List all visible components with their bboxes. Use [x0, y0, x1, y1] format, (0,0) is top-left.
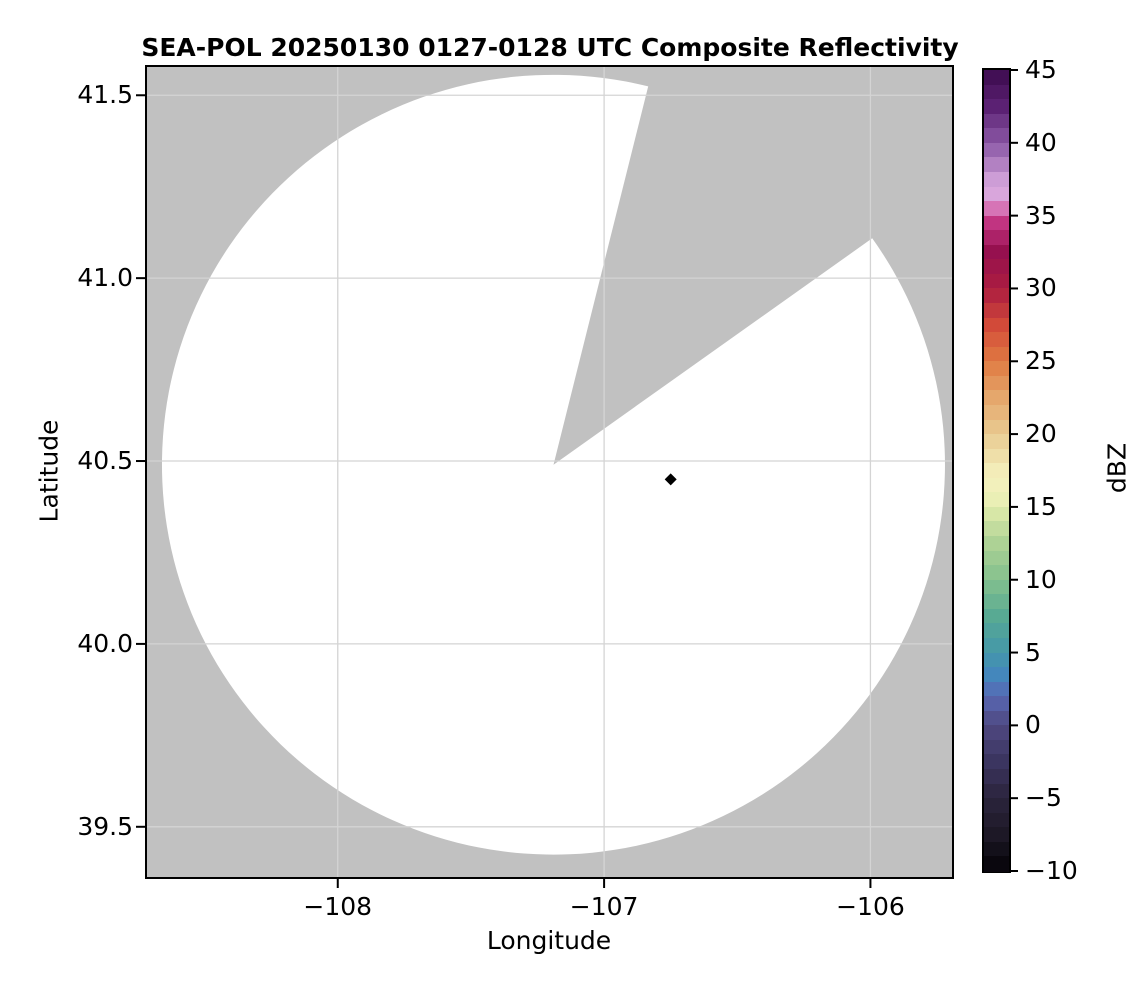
colorbar-band: [984, 623, 1009, 639]
colorbar-band: [984, 84, 1009, 100]
colorbar-band: [984, 492, 1009, 508]
colorbar-band: [984, 754, 1009, 770]
colorbar-band: [984, 448, 1009, 464]
colorbar-band: [984, 798, 1009, 814]
x-tick-label: −107: [569, 892, 639, 921]
colorbar-band: [984, 288, 1009, 304]
colorbar-band: [984, 769, 1009, 785]
colorbar-tick-label: 30: [1025, 273, 1057, 303]
colorbar-tick-label: 15: [1025, 491, 1057, 521]
colorbar-band: [984, 812, 1009, 828]
colorbar-band: [984, 317, 1009, 333]
colorbar-band: [984, 142, 1009, 158]
colorbar-tick-label: 40: [1025, 127, 1057, 157]
colorbar-tick-label: −5: [1025, 783, 1062, 813]
colorbar-band: [984, 404, 1009, 421]
colorbar-tick-label: 35: [1025, 200, 1057, 230]
colorbar-band: [984, 841, 1009, 858]
colorbar-band: [984, 390, 1009, 406]
colorbar-band: [984, 244, 1009, 260]
colorbar-band: [984, 215, 1009, 231]
colorbar-band: [984, 128, 1009, 144]
colorbar-band: [984, 477, 1009, 493]
colorbar-band: [984, 70, 1009, 86]
colorbar-band: [984, 579, 1009, 595]
colorbar-tick-label: 10: [1025, 564, 1057, 594]
x-tick-label: −106: [836, 892, 905, 921]
colorbar-label: dBZ: [1102, 442, 1132, 494]
x-axis-label: Longitude: [486, 926, 612, 955]
colorbar-band: [984, 375, 1009, 391]
colorbar-band: [984, 827, 1009, 843]
colorbar-band: [984, 99, 1009, 115]
colorbar-band: [984, 171, 1009, 188]
colorbar-band: [984, 113, 1009, 129]
colorbar-band: [984, 681, 1009, 697]
colorbar-band: [984, 710, 1009, 726]
y-tick-label: 41.5: [77, 80, 133, 110]
radar-coverage-circle: [161, 74, 945, 855]
colorbar-band: [984, 361, 1009, 377]
colorbar-band: [984, 332, 1009, 348]
colorbar-band: [984, 303, 1009, 319]
colorbar-band: [984, 550, 1009, 566]
colorbar-tick-label: 5: [1025, 637, 1041, 667]
colorbar-band: [984, 667, 1009, 683]
colorbar-band: [984, 259, 1009, 275]
colorbar-band: [984, 157, 1009, 173]
colorbar-band: [984, 346, 1009, 362]
colorbar-band: [984, 419, 1009, 435]
colorbar-band: [984, 230, 1009, 246]
colorbar-tick-label: 20: [1025, 419, 1057, 449]
colorbar-band: [984, 521, 1009, 537]
colorbar-band: [984, 652, 1009, 668]
colorbar-band: [984, 856, 1009, 872]
y-axis-label: Latitude: [34, 419, 64, 523]
colorbar-tick-label: 0: [1025, 710, 1041, 740]
colorbar-band: [984, 725, 1009, 741]
colorbar-band: [984, 637, 1009, 654]
plot-border: [145, 65, 954, 879]
y-tick-label: 40.0: [77, 628, 133, 658]
plot-title: SEA-POL 20250130 0127-0128 UTC Composite…: [141, 33, 959, 62]
x-tick-label: −108: [303, 892, 373, 921]
colorbar-tick-label: −10: [1025, 856, 1078, 885]
colorbar-band: [984, 536, 1009, 552]
colorbar-band: [984, 201, 1009, 217]
colorbar: [984, 70, 1009, 872]
colorbar-band: [984, 186, 1009, 202]
colorbar-outline: [982, 68, 1011, 873]
colorbar-band: [984, 608, 1009, 624]
colorbar-tick-label: 25: [1025, 346, 1057, 376]
site-marker-diamond: [664, 473, 677, 486]
y-tick-label: 41.0: [77, 263, 133, 293]
colorbar-band: [984, 696, 1009, 712]
colorbar-band: [984, 594, 1009, 610]
colorbar-band: [984, 434, 1009, 450]
colorbar-tick-label: 45: [1025, 55, 1057, 84]
colorbar-band: [984, 273, 1009, 290]
y-tick-label: 39.5: [77, 811, 133, 841]
colorbar-band: [984, 506, 1009, 523]
y-tick-label: 40.5: [77, 446, 133, 476]
colorbar-band: [984, 463, 1009, 479]
colorbar-band: [984, 783, 1009, 799]
colorbar-band: [984, 565, 1009, 581]
colorbar-band: [984, 739, 1009, 756]
